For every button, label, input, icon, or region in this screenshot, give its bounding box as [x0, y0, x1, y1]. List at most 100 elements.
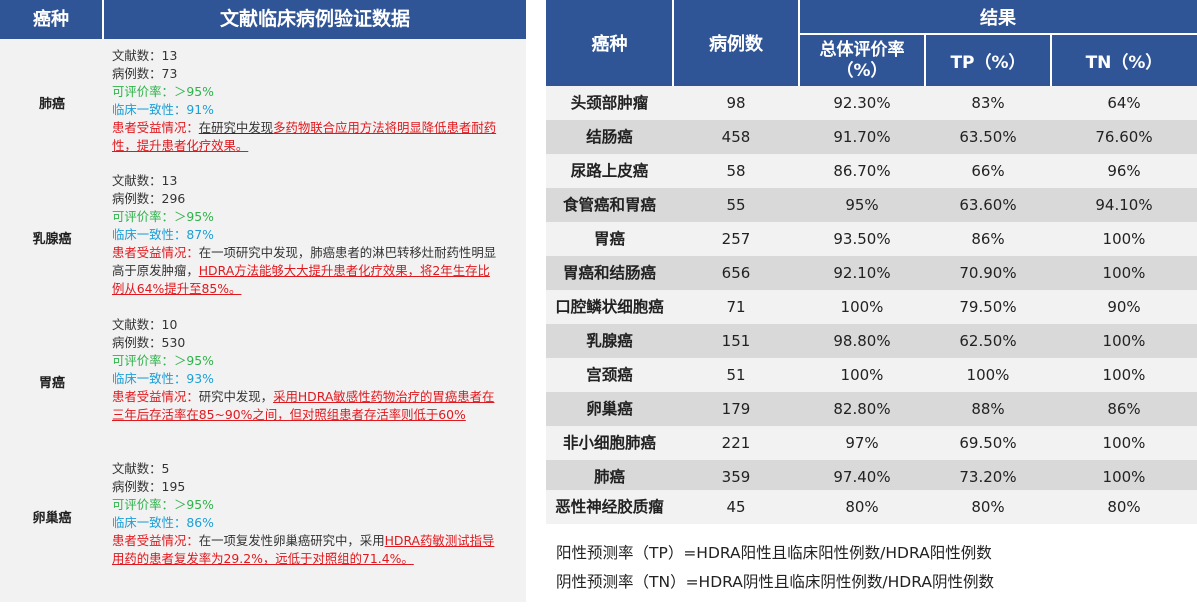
overall-rate: 80% [845, 498, 879, 516]
benefit-highlight: HDRA药敏测试指导用药的患者复发率为29.2%，远低于对照组的71.4%。 [112, 533, 495, 566]
header-divider [672, 0, 674, 86]
tp-value: 86% [971, 230, 1005, 248]
cancer-name: 非小细胞肺癌 [562, 434, 656, 452]
case-count: 55 [726, 196, 746, 214]
header-cancer-type: 癌种 [591, 34, 628, 55]
table-row: 头颈部肿瘤 98 92.30% 83% 64% [546, 86, 1197, 120]
case-count: 病例数：296 [112, 191, 186, 206]
tp-value: 83% [971, 94, 1005, 112]
tn-value: 100% [1102, 434, 1146, 452]
tn-value: 76.60% [1095, 128, 1153, 146]
benefit-text: 在研究中发现 [198, 120, 274, 135]
cancer-name: 肺癌 [38, 96, 65, 112]
case-count: 179 [721, 400, 751, 418]
tn-value: 64% [1107, 94, 1141, 112]
overall-rate: 98.80% [833, 332, 891, 350]
table-row: 肺癌 359 97.40% 73.20% 100% [546, 460, 1197, 494]
clinical-consistency: 临床一致性：87% [112, 227, 214, 242]
tp-value: 63.60% [959, 196, 1017, 214]
paper-count: 文献数：13 [112, 173, 178, 188]
tp-value: 62.50% [959, 332, 1017, 350]
case-count: 221 [721, 434, 751, 452]
tn-value: 90% [1107, 298, 1141, 316]
literature-details: 文献数：10 病例数：530 可评价率：＞95% 临床一致性：93% 患者受益情… [112, 316, 502, 424]
tn-value: 100% [1102, 264, 1146, 282]
tp-value: 69.50% [959, 434, 1017, 452]
literature-details: 文献数：13 病例数：296 可评价率：＞95% 临床一致性：87% 患者受益情… [112, 172, 502, 298]
table-row: 结肠癌 458 91.70% 63.50% 76.60% [546, 120, 1197, 154]
case-count: 98 [726, 94, 746, 112]
header-overall-rate: 总体评价率（%） [819, 39, 905, 81]
case-count: 656 [721, 264, 751, 282]
paper-count: 文献数：5 [112, 461, 170, 476]
overall-rate: 100% [840, 298, 884, 316]
cancer-name: 头颈部肿瘤 [570, 94, 649, 112]
tn-value: 100% [1102, 366, 1146, 384]
literature-validation-table: 癌种 文献临床病例验证数据 肺癌 文献数：13 病例数：73 可评价率：＞95%… [0, 0, 526, 602]
table-row: 胃癌 257 93.50% 86% 100% [546, 222, 1197, 256]
patient-benefit: 患者受益情况：研究中发现，采用HDRA敏感性药物治疗的胃癌患者在三年后存活率在8… [112, 388, 502, 424]
case-count: 151 [721, 332, 751, 350]
table-row: 卵巢癌 179 82.80% 88% 86% [546, 392, 1197, 426]
cancer-name: 卵巢癌 [586, 400, 633, 418]
tp-value: 88% [971, 400, 1005, 418]
literature-row-lung: 肺癌 文献数：13 病例数：73 可评价率：＞95% 临床一致性：91% 患者受… [0, 39, 526, 165]
header-divider [924, 34, 926, 86]
paper-count: 文献数：13 [112, 48, 178, 63]
literature-details: 文献数：5 病例数：195 可评价率：＞95% 临床一致性：86% 患者受益情况… [112, 460, 502, 568]
benefit-highlight: 采用HDRA敏感性药物治疗的胃癌患者在三年后存活率在85~90%之间，但对照组患… [112, 389, 495, 422]
tn-value: 100% [1102, 332, 1146, 350]
benefit-label: 患者受益情况： [112, 389, 199, 404]
cancer-name: 乳腺癌 [32, 231, 72, 247]
benefit-end: 。 [235, 138, 249, 153]
overall-rate: 95% [845, 196, 879, 214]
tp-formula: 阳性预测率（TP）=HDRA阳性且临床阳性例数/HDRA阳性例数 [556, 544, 992, 562]
case-count: 51 [726, 366, 746, 384]
case-count: 病例数：530 [112, 335, 186, 350]
evaluable-rate: 可评价率：＞95% [112, 497, 214, 512]
case-count: 病例数：73 [112, 66, 178, 81]
tp-value: 70.90% [959, 264, 1017, 282]
results-table-header: 癌种 病例数 结果 总体评价率（%） TP（%） TN（%） [546, 0, 1197, 86]
tp-value: 73.20% [959, 468, 1017, 486]
tp-value: 63.50% [959, 128, 1017, 146]
cancer-name: 尿路上皮癌 [570, 162, 649, 180]
clinical-consistency: 临床一致性：93% [112, 371, 214, 386]
header-divider [1050, 34, 1052, 86]
overall-rate: 97% [845, 434, 879, 452]
paper-count: 文献数：10 [112, 317, 178, 332]
tp-value: 100% [966, 366, 1010, 384]
header-divider [798, 33, 1197, 35]
cancer-name: 肺癌 [593, 468, 625, 486]
header-literature-data: 文献临床病例验证数据 [219, 8, 410, 30]
overall-rate: 100% [840, 366, 884, 384]
clinical-consistency: 临床一致性：91% [112, 102, 214, 117]
evaluable-rate: 可评价率：＞95% [112, 209, 214, 224]
overall-rate: 92.30% [833, 94, 891, 112]
evaluable-rate: 可评价率：＞95% [112, 84, 214, 99]
tn-value: 94.10% [1095, 196, 1153, 214]
tp-value: 66% [971, 162, 1005, 180]
table-row: 恶性神经胶质瘤 45 80% 80% 80% [546, 490, 1197, 524]
clinical-consistency: 临床一致性：86% [112, 515, 214, 530]
table-row: 宫颈癌 51 100% 100% 100% [546, 358, 1197, 392]
cancer-name: 卵巢癌 [32, 510, 72, 526]
tn-value: 100% [1102, 468, 1146, 486]
cancer-name: 胃癌 [593, 230, 625, 248]
overall-rate: 93.50% [833, 230, 891, 248]
patient-benefit: 患者受益情况：在研究中发现多药物联合应用方法将明显降低患者耐药性，提升患者化疗效… [112, 119, 502, 155]
table-row: 食管癌和胃癌 55 95% 63.60% 94.10% [546, 188, 1197, 222]
header-tn: TN（%） [1085, 53, 1163, 73]
case-count: 病例数：195 [112, 479, 186, 494]
case-count: 458 [721, 128, 751, 146]
case-count: 71 [726, 298, 746, 316]
header-results: 结果 [980, 8, 1016, 29]
overall-rate: 86.70% [833, 162, 891, 180]
benefit-text: 在一项复发性卵巢癌研究中，采用 [198, 533, 385, 548]
literature-row-gastric: 胃癌 文献数：10 病例数：530 可评价率：＞95% 临床一致性：93% 患者… [0, 309, 526, 453]
literature-details: 文献数：13 病例数：73 可评价率：＞95% 临床一致性：91% 患者受益情况… [112, 47, 502, 155]
overall-rate: 92.10% [833, 264, 891, 282]
literature-table-header: 癌种 文献临床病例验证数据 [0, 0, 526, 39]
overall-rate: 91.70% [833, 128, 891, 146]
benefit-label: 患者受益情况： [112, 245, 199, 260]
